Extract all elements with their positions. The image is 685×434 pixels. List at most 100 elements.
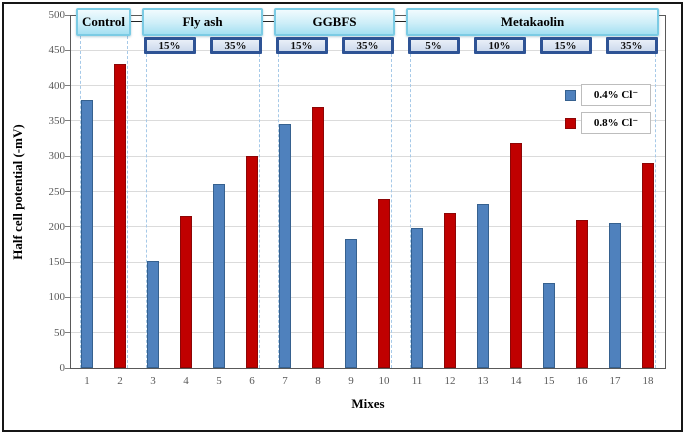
y-axis-tick-mark — [65, 191, 70, 192]
subgroup-label: 15% — [554, 39, 577, 52]
y-tick-label: 300 — [48, 150, 66, 163]
bar-mix-15 — [543, 283, 555, 368]
group-boundary-dash — [259, 54, 260, 368]
bar-mix-16 — [576, 219, 588, 368]
subgroup-label: 35% — [356, 39, 379, 52]
x-tick-label: 9 — [348, 375, 354, 387]
group-header-box: Metakaolin — [406, 8, 659, 36]
group-boundary-dash — [655, 54, 656, 368]
y-axis-tick-mark — [65, 49, 70, 51]
gridline — [71, 120, 665, 122]
legend-swatch — [565, 118, 576, 129]
group-boundary-dash — [278, 54, 279, 368]
y-tick-label: 450 — [48, 44, 66, 57]
subgroup-box: 35% — [605, 37, 658, 54]
y-axis-tick-mark — [65, 367, 70, 369]
bar-mix-18 — [642, 163, 654, 368]
bar-mix-9 — [345, 238, 357, 368]
bar-mix-12 — [444, 212, 456, 368]
y-axis-tick-mark — [65, 14, 70, 16]
y-tick-label: 150 — [48, 256, 66, 269]
x-tick-label: 2 — [117, 375, 123, 387]
x-tick-label: 13 — [477, 375, 489, 387]
y-tick-label: 250 — [48, 185, 66, 198]
subgroup-label: 35% — [224, 39, 247, 52]
subgroup-box: 35% — [209, 37, 262, 54]
x-tick-label: 5 — [216, 375, 222, 387]
group-header-label: Metakaolin — [500, 14, 565, 29]
x-tick-label: 3 — [150, 375, 156, 387]
bar-mix-13 — [477, 203, 489, 368]
group-header-box: Fly ash — [142, 8, 263, 36]
subgroup-label: 15% — [158, 39, 181, 52]
y-tick-label: 500 — [48, 9, 66, 21]
group-header-label: Fly ash — [182, 14, 223, 29]
subgroup-box: 35% — [341, 37, 394, 54]
legend-label-box: 0.4% Cl⁻ — [581, 84, 651, 106]
legend-swatch — [565, 90, 576, 101]
bar-mix-10 — [378, 198, 390, 368]
y-tick-label: 0 — [59, 362, 66, 374]
group-header-box: GGBFS — [274, 8, 395, 36]
x-tick-label: 1 — [84, 375, 90, 387]
gridline — [71, 261, 665, 263]
group-connector-line — [263, 21, 274, 22]
subgroup-box: 15% — [275, 37, 328, 54]
gridline — [71, 332, 665, 334]
gridline — [71, 296, 665, 298]
y-tick-label: 200 — [48, 220, 66, 233]
group-boundary-dash — [410, 54, 411, 368]
x-tick-label: 7 — [282, 375, 288, 387]
subgroup-label: 10% — [488, 39, 511, 52]
bar-mix-7 — [279, 124, 291, 368]
bar-mix-1 — [81, 99, 93, 368]
x-tick-label: 6 — [249, 375, 255, 387]
legend-label-box: 0.8% Cl⁻ — [581, 112, 651, 134]
y-tick-label: 400 — [48, 79, 66, 92]
subgroup-label: 15% — [290, 39, 313, 52]
group-boundary-dash — [127, 36, 128, 368]
x-tick-label: 14 — [510, 375, 522, 387]
y-axis-tick-mark — [65, 332, 70, 334]
bar-mix-4 — [180, 216, 192, 368]
bar-mix-6 — [246, 156, 258, 368]
gridline — [71, 191, 665, 192]
subgroup-label: 5% — [425, 39, 442, 52]
group-header-label: Control — [81, 14, 126, 29]
x-tick-label: 17 — [609, 375, 621, 387]
gridline — [71, 226, 665, 228]
subgroup-label: 35% — [620, 39, 643, 52]
x-tick-label: 8 — [315, 375, 321, 387]
y-axis-tick-mark — [65, 226, 70, 228]
x-tick-label: 18 — [642, 375, 654, 387]
group-connector-line — [395, 21, 406, 22]
x-axis-title: Mixes — [351, 396, 385, 411]
group-boundary-dash — [80, 36, 81, 368]
bar-mix-14 — [510, 143, 522, 368]
bar-mix-3 — [147, 260, 159, 368]
group-boundary-dash — [391, 54, 392, 368]
bar-mix-5 — [213, 184, 225, 368]
group-connector-line — [131, 21, 142, 22]
y-tick-label: 100 — [48, 291, 66, 304]
y-tick-label: 350 — [48, 114, 66, 127]
subgroup-box: 15% — [539, 37, 592, 54]
y-axis-tick-mark — [65, 261, 70, 263]
x-tick-label: 15 — [543, 375, 555, 387]
bar-mix-2 — [114, 64, 126, 368]
group-boundary-dash — [146, 54, 147, 368]
y-axis-tick-mark — [65, 85, 70, 87]
group-header-label: GGBFS — [312, 14, 357, 29]
gridline — [71, 85, 665, 87]
gridline — [71, 155, 665, 157]
y-axis-tick-mark — [65, 155, 70, 157]
y-tick-label: 50 — [54, 326, 65, 339]
x-tick-label: 10 — [378, 375, 390, 387]
group-header-box: Control — [76, 8, 131, 36]
x-tick-label: 11 — [411, 375, 423, 387]
subgroup-box: 10% — [473, 37, 526, 54]
subgroup-box: 15% — [143, 37, 196, 54]
y-axis-tick-mark — [65, 296, 70, 298]
